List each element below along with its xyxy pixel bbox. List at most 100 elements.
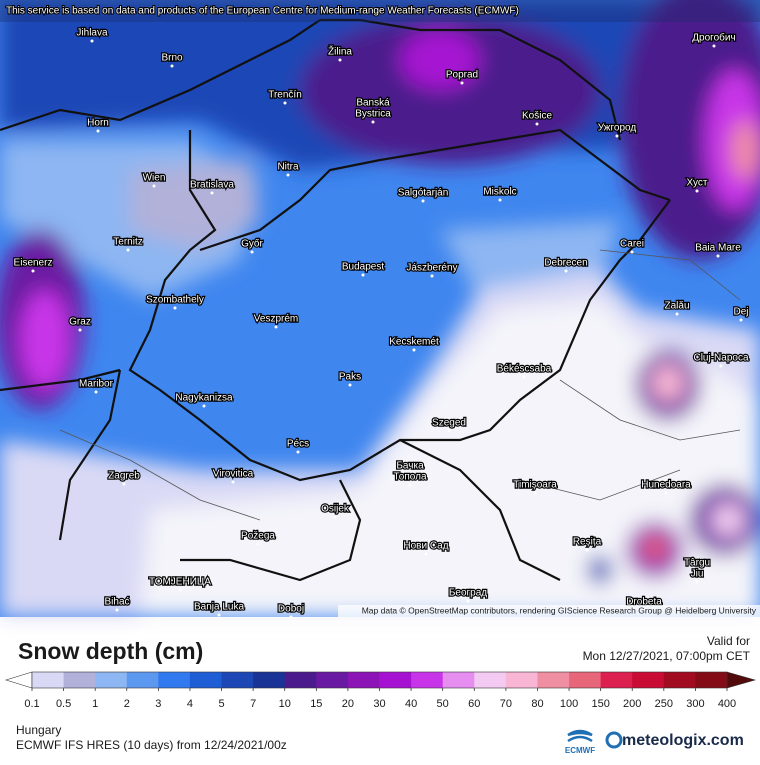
service-notice: This service is based on data and produc… — [6, 6, 519, 17]
place-dot — [695, 580, 699, 584]
place-dot — [78, 328, 82, 332]
legend-tick-label: 0.1 — [24, 698, 39, 710]
place-label: Dej — [733, 307, 748, 318]
place-label: Zagreb — [108, 471, 140, 482]
place-label: Ужгород — [598, 123, 637, 134]
place-dot — [170, 64, 174, 68]
legend-swatch — [126, 672, 159, 688]
region-name: Hungary — [16, 723, 61, 737]
place-dot — [371, 120, 375, 124]
borders — [0, 18, 671, 582]
place-dot — [256, 542, 260, 546]
place-label: Eisenerz — [14, 258, 53, 269]
place-dot — [695, 189, 699, 193]
place-dot — [466, 599, 470, 603]
legend-swatch — [411, 672, 444, 688]
legend-swatch — [537, 672, 570, 688]
place-label: Хуст — [687, 178, 708, 189]
legend-tick-label: 20 — [342, 698, 354, 710]
place-dot — [564, 269, 568, 273]
place-dot — [202, 404, 206, 408]
legend-over — [726, 671, 757, 689]
place-label: Дрогобич — [692, 32, 735, 44]
place-label: Timișoara — [513, 480, 557, 491]
place-dot — [739, 318, 743, 322]
place-label: Banja Luka — [194, 602, 244, 613]
legend-tick-label: 30 — [373, 698, 385, 710]
place-dot — [333, 515, 337, 519]
place-label: Graz — [69, 317, 91, 328]
place-label: Baia Mare — [695, 243, 741, 254]
place-label: Jihlava — [76, 28, 108, 39]
legend-swatch — [474, 672, 507, 688]
legend-panel: Snow depth (cm) Valid for Mon 12/27/2021… — [4, 634, 757, 755]
place-label: Wien — [143, 173, 166, 184]
place-dot — [498, 198, 502, 202]
place-dot — [178, 588, 182, 592]
legend-tick-label: 250 — [655, 698, 673, 710]
place-label: Osijek — [321, 504, 350, 515]
place-label: Cluj-Napoca — [693, 353, 748, 364]
legend-swatch — [32, 672, 65, 688]
place-label: Hunedoara — [641, 480, 691, 491]
place-dot — [115, 608, 119, 612]
place-label: Târgu — [684, 558, 710, 569]
place-dot — [695, 569, 699, 573]
place-dot — [533, 491, 537, 495]
model-run: ECMWF IFS HRES (10 days) from 12/24/2021… — [16, 738, 287, 752]
place-dot — [716, 254, 720, 258]
place-dot — [522, 375, 526, 379]
place-label: Jiu — [691, 569, 704, 580]
place-label: Jászberény — [406, 263, 457, 274]
map: Jihlava Brno Žilina Poprad Дрогобич BanskáBys… — [0, 0, 760, 619]
legend-under — [4, 671, 33, 689]
place-label: Београд — [449, 588, 487, 599]
place-label: Horn — [87, 118, 109, 129]
legend-tick-label: 10 — [279, 698, 291, 710]
valid-time: Mon 12/27/2021, 07:00pm CET — [583, 649, 751, 663]
place-dot — [90, 39, 94, 43]
place-label: Paks — [339, 372, 361, 383]
place-label: Nitra — [277, 162, 299, 173]
place-dot — [274, 325, 278, 329]
place-dot — [94, 390, 98, 394]
ecmwf-logo: ECMWF — [565, 746, 595, 755]
place-dot — [447, 429, 451, 433]
brand-icon — [605, 731, 623, 749]
place-dot — [152, 184, 156, 188]
place-dot — [408, 483, 412, 487]
place-dot — [719, 364, 723, 368]
place-label: Debrecen — [544, 258, 587, 269]
legend-swatch — [505, 672, 538, 688]
legend-swatch — [663, 672, 696, 688]
place-label: Požega — [241, 531, 275, 542]
place-label: Maribor — [79, 379, 114, 390]
place-label: Ternitz — [113, 237, 142, 248]
legend-tick-label: 70 — [500, 698, 512, 710]
place-label: Pécs — [287, 439, 309, 450]
place-dot — [217, 613, 221, 617]
panel-title: Snow depth (cm) — [18, 638, 203, 664]
legend-swatch — [600, 672, 633, 688]
place-label: Carei — [620, 239, 644, 250]
place-dot — [412, 348, 416, 352]
place-dot — [371, 109, 375, 113]
legend-swatch — [569, 672, 602, 688]
minor-borders — [59, 249, 741, 521]
place-dot — [630, 250, 634, 254]
legend-swatch — [253, 672, 286, 688]
place-label: Zalău — [664, 301, 689, 312]
legend-swatch — [284, 672, 317, 688]
attribution-bar — [338, 605, 760, 617]
legend-tick-label: 4 — [187, 698, 193, 710]
place-label: Banská — [356, 98, 390, 109]
legend-tick-label: 300 — [686, 698, 704, 710]
place-dot — [250, 250, 254, 254]
place-dot — [675, 312, 679, 316]
place-dot — [96, 129, 100, 133]
legend-tick-label: 400 — [718, 698, 736, 710]
place-label: Trenčín — [268, 90, 302, 101]
place-label: Bystrica — [355, 109, 391, 120]
place-label: Košice — [522, 111, 552, 122]
legend-swatch — [379, 672, 412, 688]
